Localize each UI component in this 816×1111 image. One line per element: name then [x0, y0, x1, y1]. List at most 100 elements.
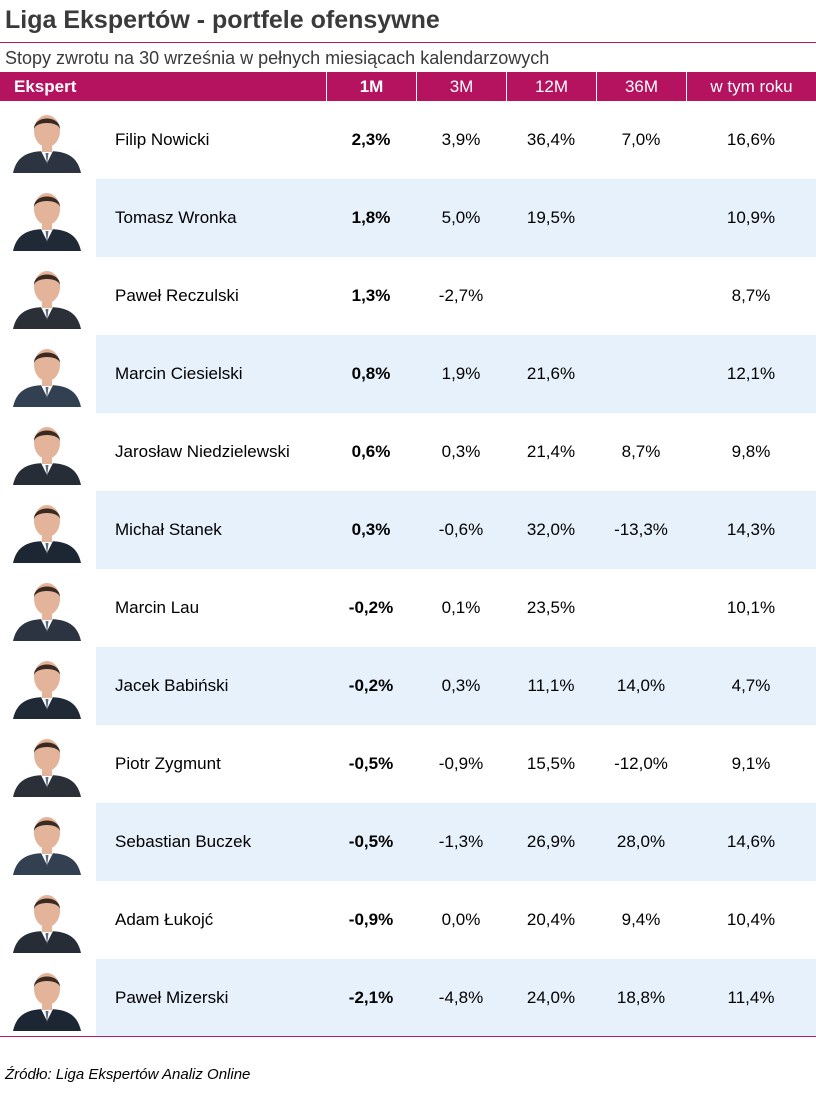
expert-name: Tomasz Wronka: [115, 208, 237, 227]
expert-photo: [9, 965, 85, 1031]
title-divider: [0, 42, 816, 43]
cell-12m: 26,9%: [526, 832, 576, 851]
expert-name: Marcin Lau: [115, 598, 200, 617]
table-row: Jarosław Niedzielewski 0,6% 0,3% 21,4% 8,7% 9…: [0, 413, 816, 491]
cell-1m: -0,5%: [348, 754, 394, 773]
cell-36m: -13,3%: [614, 520, 668, 539]
cell-12m: 23,5%: [526, 598, 576, 617]
cell-3m: 5,0%: [441, 208, 481, 227]
source-note: Źródło: Liga Ekspertów Analiz Online: [5, 1066, 251, 1083]
expert-name: Paweł Reczulski: [115, 286, 239, 305]
row-band: [96, 179, 816, 257]
expert-photo: [9, 341, 85, 407]
expert-photo: [9, 887, 85, 953]
cell-3m: -1,3%: [438, 832, 484, 851]
cell-36m: 14,0%: [616, 676, 666, 695]
cell-36m: 28,0%: [616, 832, 666, 851]
expert-photo: [9, 497, 85, 563]
cell-ytd: 14,6%: [726, 832, 776, 851]
cell-1m: -0,2%: [348, 598, 394, 617]
cell-36m: 9,4%: [621, 910, 661, 929]
cell-ytd: 12,1%: [726, 364, 776, 383]
expert-name: Sebastian Buczek: [115, 832, 252, 851]
cell-12m: 11,1%: [527, 676, 575, 695]
table-row: Paweł Mizerski -2,1% -4,8% 24,0% 18,8% 11,4%: [0, 959, 816, 1037]
cell-12m: 21,6%: [526, 364, 576, 383]
cell-3m: 3,9%: [441, 130, 481, 149]
cell-3m: 0,3%: [441, 442, 481, 461]
cell-1m: -0,5%: [348, 832, 394, 851]
expert-name: Paweł Mizerski: [115, 988, 229, 1007]
expert-name: Piotr Zygmunt: [115, 754, 221, 773]
column-header-1m: 1M: [326, 72, 416, 101]
cell-ytd: 11,4%: [727, 988, 775, 1007]
cell-1m: 1,3%: [351, 286, 391, 305]
expert-name: Adam Łukojć: [115, 910, 214, 929]
cell-ytd: 10,4%: [726, 910, 776, 929]
table-row: Filip Nowicki 2,3% 3,9% 36,4% 7,0% 16,6%: [0, 101, 816, 179]
cell-36m: [596, 257, 686, 335]
cell-ytd: 4,7%: [731, 676, 771, 695]
cell-3m: 0,3%: [441, 676, 481, 695]
expert-name: Jacek Babiński: [115, 676, 229, 695]
cell-12m: 15,5%: [526, 754, 576, 773]
cell-1m: 0,3%: [351, 520, 391, 539]
table-bottom-divider: [0, 1036, 816, 1037]
row-band: [96, 803, 816, 881]
expert-photo: [9, 575, 85, 641]
expert-photo: [9, 731, 85, 797]
cell-3m: 0,1%: [441, 598, 481, 617]
cell-1m: 0,8%: [351, 364, 391, 383]
cell-ytd: 14,3%: [726, 520, 776, 539]
cell-36m: 7,0%: [621, 130, 661, 149]
cell-12m: [506, 257, 596, 335]
table-row: Paweł Reczulski 1,3% -2,7% 8,7%: [0, 257, 816, 335]
cell-36m: 8,7%: [621, 442, 661, 461]
page-title: Liga Ekspertów - portfele ofensywne: [5, 6, 440, 34]
cell-3m: -0,6%: [438, 520, 484, 539]
table-header: Ekspert 1M 3M 12M 36M w tym roku: [0, 72, 816, 101]
cell-3m: 1,9%: [441, 364, 481, 383]
cell-12m: 36,4%: [526, 130, 576, 149]
cell-1m: -0,9%: [348, 910, 394, 929]
column-header-3m: 3M: [416, 72, 506, 101]
cell-ytd: 16,6%: [726, 130, 776, 149]
cell-36m: -12,0%: [614, 754, 668, 773]
table-row: Michał Stanek 0,3% -0,6% 32,0% -13,3% 14,3%: [0, 491, 816, 569]
table-row: Adam Łukojć -0,9% 0,0% 20,4% 9,4% 10,4%: [0, 881, 816, 959]
cell-36m: [596, 335, 686, 413]
expert-name: Jarosław Niedzielewski: [115, 442, 290, 461]
cell-12m: 24,0%: [526, 988, 576, 1007]
row-band: [96, 335, 816, 413]
expert-photo: [9, 419, 85, 485]
expert-photo: [9, 185, 85, 251]
cell-1m: 0,6%: [351, 442, 391, 461]
cell-ytd: 9,1%: [731, 754, 771, 773]
expert-name: Michał Stanek: [115, 520, 222, 539]
expert-photo: [9, 809, 85, 875]
table-row: Marcin Lau -0,2% 0,1% 23,5% 10,1%: [0, 569, 816, 647]
expert-photo: [9, 653, 85, 719]
column-header-ekspert: Ekspert: [14, 77, 77, 96]
cell-ytd: 9,8%: [731, 442, 771, 461]
cell-12m: 19,5%: [526, 208, 576, 227]
row-band: [96, 647, 816, 725]
table-row: Sebastian Buczek -0,5% -1,3% 26,9% 28,0% 14,6…: [0, 803, 816, 881]
cell-12m: 21,4%: [526, 442, 576, 461]
column-header-12m: 12M: [506, 72, 596, 101]
cell-3m: -0,9%: [438, 754, 484, 773]
cell-ytd: 10,1%: [726, 598, 776, 617]
cell-36m: [596, 569, 686, 647]
cell-3m: -4,8%: [438, 988, 484, 1007]
page-subtitle: Stopy zwrotu na 30 września w pełnych mi…: [5, 48, 550, 68]
cell-36m: 18,8%: [616, 988, 666, 1007]
row-band: [96, 959, 816, 1037]
expert-photo: [9, 263, 85, 329]
expert-name: Filip Nowicki: [115, 130, 210, 149]
table-row: Jacek Babiński -0,2% 0,3% 11,1% 14,0% 4,7%: [0, 647, 816, 725]
expert-photo: [9, 107, 85, 173]
column-header-ytd: w tym roku: [686, 72, 816, 101]
cell-1m: -2,1%: [348, 988, 394, 1007]
table-row: Piotr Zygmunt -0,5% -0,9% 15,5% -12,0% 9,1%: [0, 725, 816, 803]
cell-ytd: 10,9%: [726, 208, 776, 227]
